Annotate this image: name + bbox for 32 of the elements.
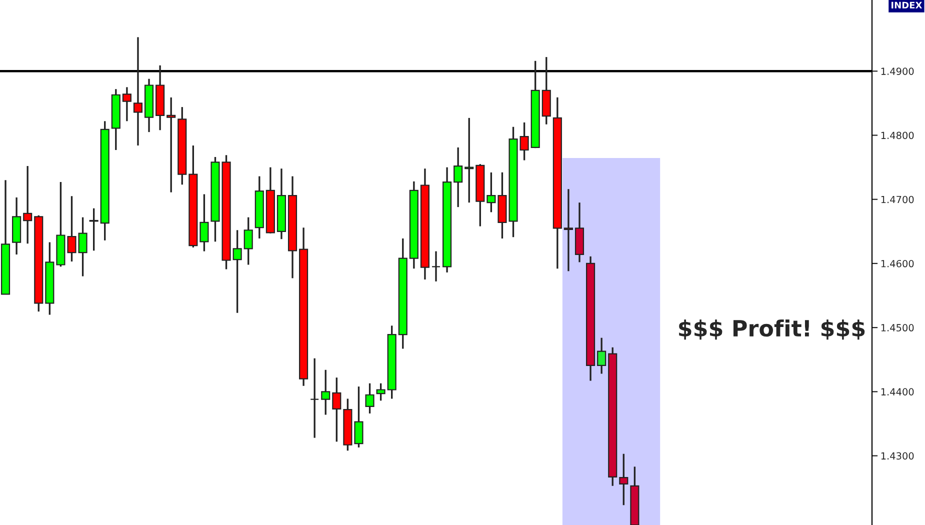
y-tick-label: 1.4900 [881,68,914,75]
annotation: $$$ Profit! $$$ [679,319,865,340]
candlestick [166,96,176,194]
candlestick [376,382,386,402]
candlestick [78,216,88,278]
y-tick-label: 1.4500 [881,324,914,332]
candlestick [232,229,242,314]
text: INDEX [892,2,922,8]
candlestick [365,382,374,414]
y-tick-label: 1.4800 [881,132,914,140]
candlestick [310,358,320,439]
y-tick-label: 1.4300 [881,452,914,460]
candlestick [564,188,573,272]
y-tick-label: 1.4600 [881,260,914,268]
candlestick [597,336,606,375]
candlestick [122,86,132,122]
candlestick [520,122,529,162]
y-tick-label: 1.4700 [881,196,914,204]
candlestick [486,172,496,214]
candlestick [321,369,330,416]
candlestick [332,376,342,442]
candlestick [89,208,98,252]
y-tick-label: 1.4400 [881,388,914,396]
candlestick [133,36,143,146]
candlestick [23,165,32,244]
candlestick [354,386,364,448]
candlestick [244,216,253,266]
candlestick [67,195,76,262]
candlestick [454,146,463,208]
candlestick [200,193,209,252]
candlestick [619,453,628,506]
candlestick [431,250,441,282]
